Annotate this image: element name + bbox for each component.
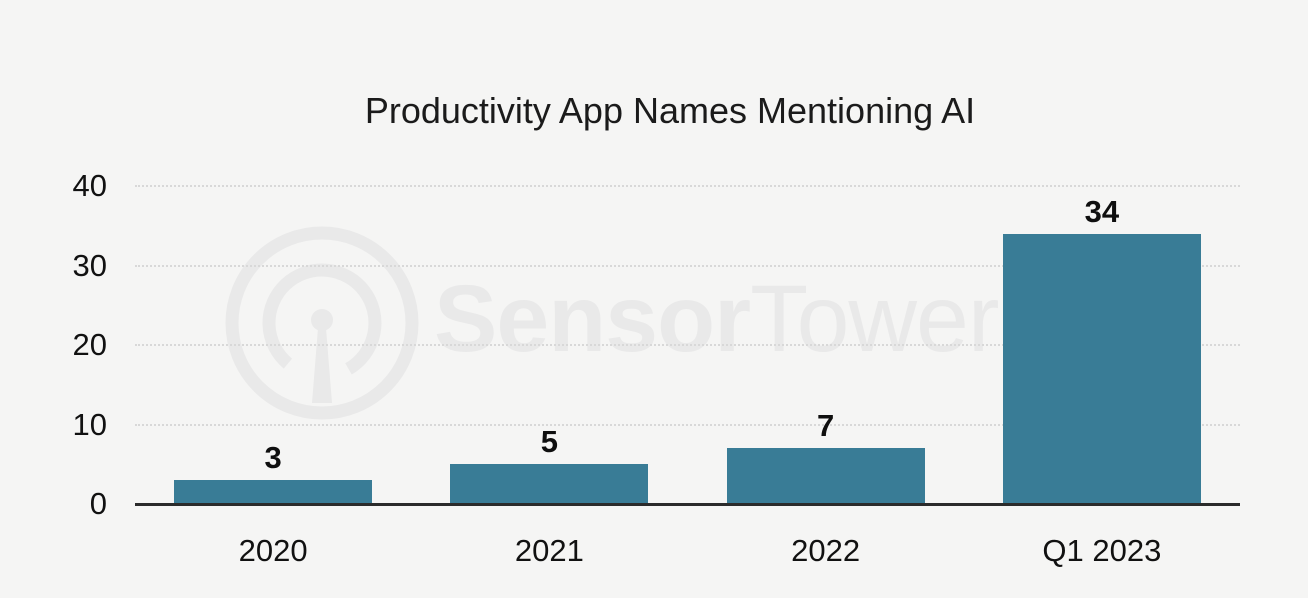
chart-title: Productivity App Names Mentioning AI bbox=[364, 90, 976, 131]
y-axis-tick-label: 0 bbox=[89, 486, 107, 521]
y-axis-tick-label: 10 bbox=[72, 406, 107, 442]
y-axis-tick-label: 20 bbox=[72, 327, 107, 362]
x-axis-label: Q1 2023 bbox=[1042, 533, 1162, 568]
gridline bbox=[135, 185, 1240, 187]
watermark-brand-bold: Sensor bbox=[434, 266, 751, 372]
gridline bbox=[135, 423, 1240, 426]
bar-value-label: 34 bbox=[1084, 193, 1120, 229]
x-axis-label: 2021 bbox=[514, 533, 584, 568]
bar bbox=[726, 448, 925, 504]
x-axis-label: 2022 bbox=[791, 533, 861, 568]
y-axis-tick-label: 30 bbox=[72, 247, 107, 283]
bar-value-label: 7 bbox=[817, 408, 835, 444]
x-axis-line bbox=[135, 502, 1240, 506]
x-axis-label: 2020 bbox=[238, 533, 308, 568]
watermark-text: SensorTower bbox=[434, 272, 1000, 367]
y-axis-tick-label: 40 bbox=[72, 168, 107, 203]
gridline bbox=[135, 344, 1240, 346]
bar-value-label: 5 bbox=[540, 424, 558, 460]
bar-value-label: 3 bbox=[264, 440, 282, 476]
radio-tower-icon bbox=[225, 226, 419, 420]
bar bbox=[174, 480, 373, 504]
bar bbox=[450, 464, 649, 504]
gridline bbox=[135, 264, 1240, 267]
bar bbox=[1002, 233, 1201, 504]
watermark-brand-light: Tower bbox=[750, 266, 999, 372]
